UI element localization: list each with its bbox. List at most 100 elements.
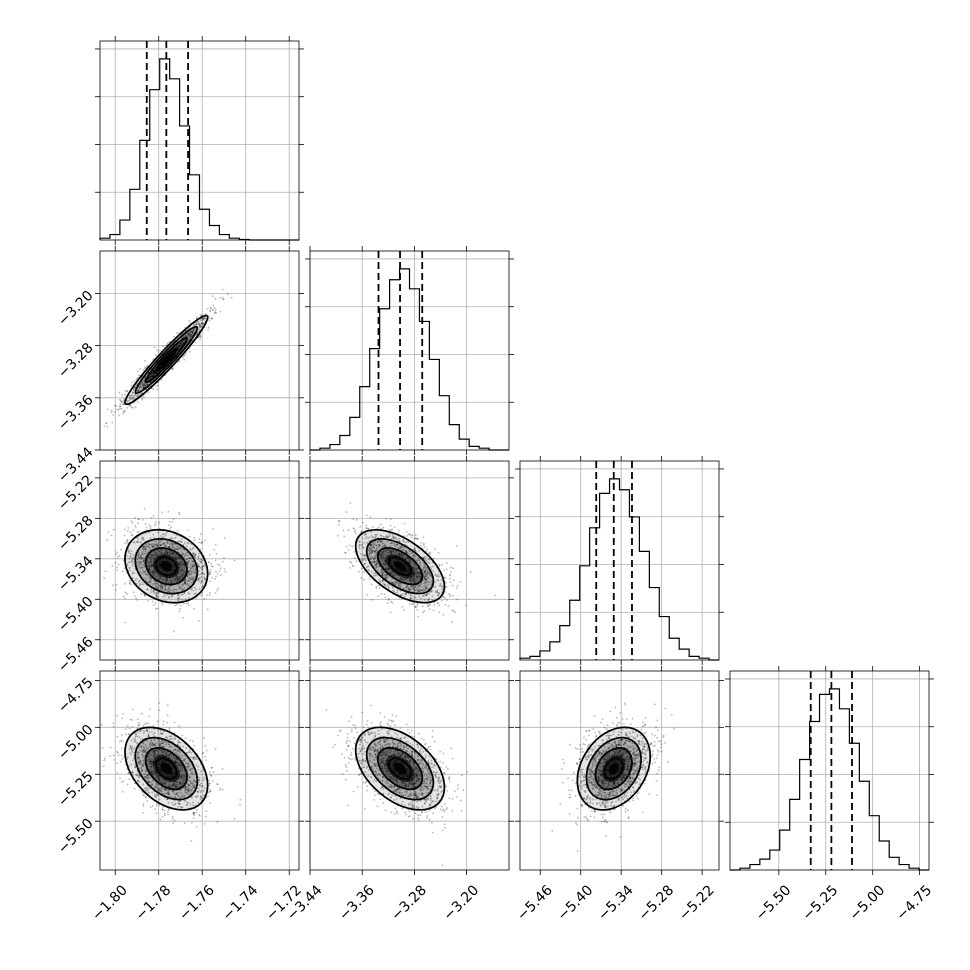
scatter-point [192,568,195,570]
scatter-point [403,540,406,543]
scatter-point [142,384,144,387]
scatter-point [384,583,386,586]
scatter-point [402,546,405,549]
scatter-point [155,582,158,585]
scatter-point [363,555,366,558]
scatter-point [188,334,190,337]
scatter-point [148,758,151,760]
scatter-point [214,577,217,580]
scatter-point [190,588,193,591]
scatter-point [164,586,167,589]
scatter-point [445,585,447,588]
scatter-point [374,560,377,563]
scatter-point [151,600,154,603]
scatter-point [390,580,393,583]
scatter-point [405,592,407,595]
scatter-point [115,566,118,569]
scatter-point [157,531,160,534]
scatter-point [177,597,179,600]
contour-level [354,528,446,604]
scatter-point [442,596,445,599]
scatter-point [379,556,382,559]
scatter-point [158,798,161,801]
scatter-point [221,788,224,791]
scatter-point [149,560,152,563]
scatter-point [165,550,168,553]
scatter-point [126,725,129,728]
scatter-point [142,569,145,572]
scatter-point [178,556,181,559]
scatter-point [422,595,425,597]
scatter-point [142,793,145,796]
scatter-point [417,585,420,588]
scatter-point [417,538,419,541]
scatter-point [373,560,375,563]
scatter-point [178,562,181,565]
scatter-point [166,578,169,581]
scatter-point [124,621,127,624]
scatter-point [425,587,428,589]
scatter-point [168,735,171,738]
scatter-point [134,579,136,582]
scatter-point [178,577,181,580]
scatter-point [417,589,420,592]
scatter-point [408,560,411,563]
scatter-point [417,583,420,586]
scatter-point [178,576,181,578]
scatter-point [405,593,407,596]
scatter-point [192,552,194,555]
scatter-point [405,551,408,554]
scatter-point [413,582,416,584]
scatter-point [416,576,418,579]
scatter-point [371,545,374,548]
scatter-point [199,326,202,329]
scatter-point [138,566,140,568]
scatter-point [192,579,195,582]
scatter-point [161,586,163,589]
scatter-point [396,582,399,584]
scatter-point [407,560,410,563]
scatter-point [179,343,182,346]
scatter-point [121,393,123,396]
scatter-point [122,401,125,404]
scatter-point [368,547,370,550]
scatter-point [382,551,384,553]
scatter-point [150,375,153,378]
scatter-point [141,550,144,553]
scatter-point [188,580,191,583]
scatter-point [414,537,417,539]
scatter-point [443,569,446,572]
scatter-point [369,555,372,558]
scatter-point [208,571,211,574]
scatter-point [187,557,190,560]
scatter-point [381,580,384,582]
scatter-point [166,552,169,555]
scatter-point [147,377,150,380]
scatter-point [189,748,191,751]
scatter-point [144,744,147,746]
scatter-point [403,522,406,525]
scatter-point [351,565,354,568]
scatter-point [153,544,156,547]
scatter-point [375,564,378,566]
scatter-point [175,577,178,580]
scatter-point [162,806,164,809]
scatter-point [451,620,454,623]
scatter-point [166,541,169,544]
scatter-point [150,560,153,563]
scatter-point [133,572,136,575]
scatter-point [174,795,177,798]
scatter-point [143,730,146,733]
scatter-point [137,390,140,393]
scatter-point [393,551,396,554]
scatter-point [180,795,183,798]
scatter-point [168,524,170,527]
scatter-point [153,756,155,759]
scatter-point [147,561,150,564]
scatter-point [155,554,158,557]
scatter-point [381,574,384,577]
scatter-point [418,559,420,562]
scatter-point [352,564,355,567]
scatter-point [154,523,157,526]
scatter-point [150,375,153,377]
